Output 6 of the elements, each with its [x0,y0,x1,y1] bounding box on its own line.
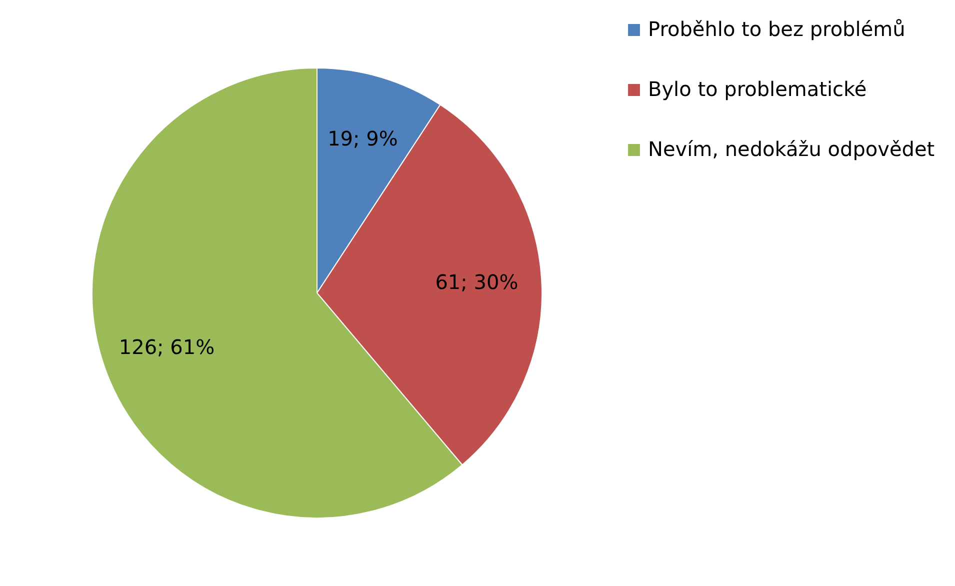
legend-label: Bylo to problematické [648,77,867,101]
data-label: 61; 30% [435,270,518,294]
legend-label: Nevím, nedokážu odpovědet [648,137,935,161]
legend-label: Proběhlo to bez problémů [648,17,906,41]
data-label: 19; 9% [328,126,398,151]
data-label: 126; 61% [118,334,215,359]
